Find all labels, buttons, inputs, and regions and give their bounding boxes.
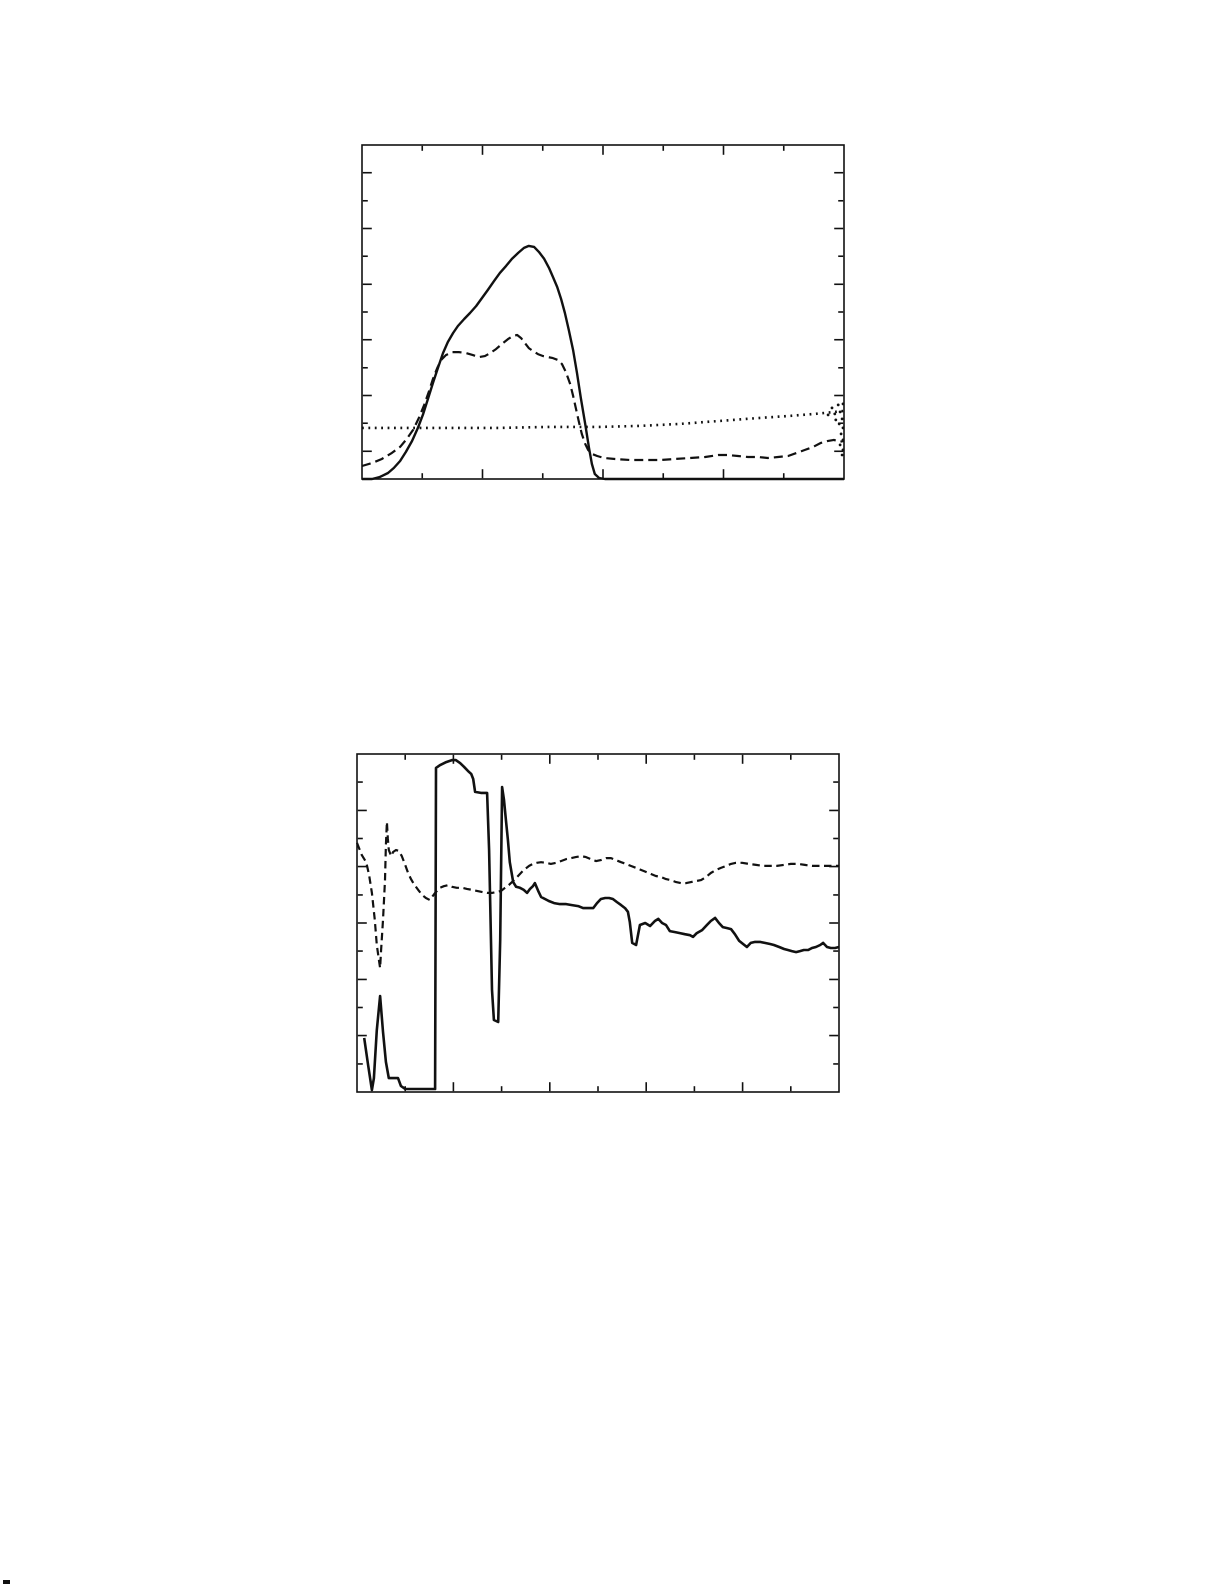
noise-dot [840, 417, 844, 421]
noise-dot [836, 403, 840, 407]
noise-dot [841, 426, 845, 430]
bottom-chart-svg [355, 753, 840, 1093]
solid-bell-curve-line [362, 244, 844, 481]
right-edge-noise-dots [826, 402, 845, 457]
noise-dot [838, 410, 842, 414]
noise-dot [826, 413, 830, 417]
page-artifact-dot [3, 1580, 10, 1584]
noise-dot [833, 412, 837, 416]
noise-dot [840, 453, 844, 457]
dashed-curve-line [361, 333, 845, 468]
axis-ticks [362, 145, 844, 479]
dotted-flat-line-line [362, 409, 845, 430]
noise-dot [834, 418, 838, 422]
bottom-chart [352, 749, 844, 1097]
noise-dot [837, 422, 841, 426]
noise-dot [841, 448, 845, 452]
dashed-wavy-curve-line [355, 820, 839, 970]
noise-dot [839, 432, 843, 436]
axis-ticks [357, 754, 839, 1092]
plot-frame [356, 753, 840, 1093]
noise-dot [841, 438, 845, 442]
noise-dot [841, 402, 845, 406]
noise-dot [830, 406, 834, 410]
plot-frame [361, 144, 845, 480]
noise-dot [838, 443, 842, 447]
top-chart-svg [361, 144, 845, 481]
solid-spiky-curve-line [362, 758, 840, 1092]
top-chart [357, 140, 849, 484]
